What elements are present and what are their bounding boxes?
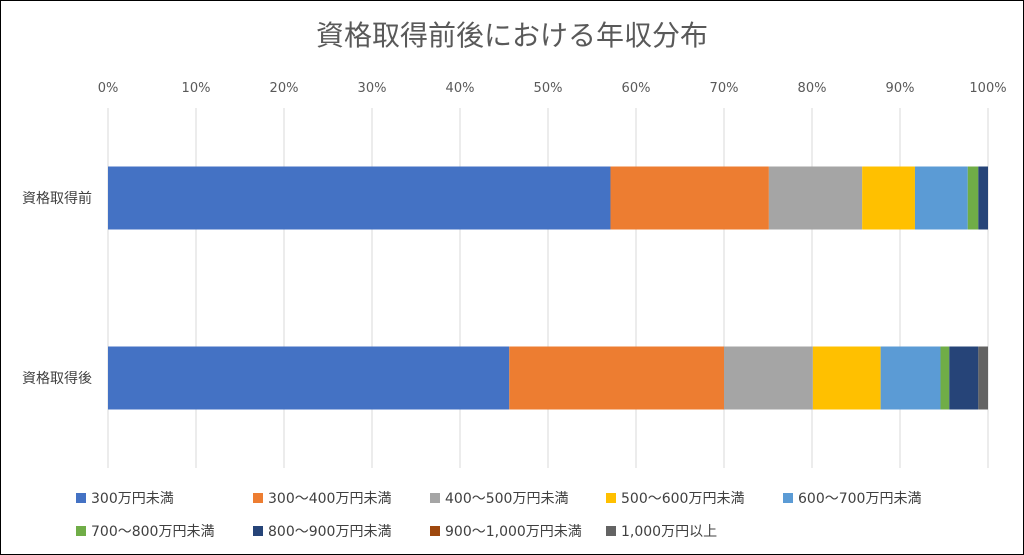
x-tick-label: 80% — [798, 81, 827, 96]
bar-segment — [724, 346, 813, 410]
bar-segment — [509, 346, 724, 410]
legend-item: 800～900万円未満 — [253, 521, 391, 541]
legend-label: 700～800万円未満 — [91, 524, 215, 540]
x-tick-label: 60% — [622, 81, 651, 96]
x-tick-label: 70% — [710, 81, 739, 96]
bar-segment — [108, 346, 510, 410]
legend-item: 300万円未満 — [76, 488, 174, 508]
bar-segment — [967, 166, 979, 230]
x-tick-label: 20% — [270, 81, 299, 96]
legend-label: 300～400万円未満 — [268, 491, 392, 507]
legend-label: 500～600万円未満 — [621, 491, 745, 507]
legend-item: 300～400万円未満 — [253, 488, 391, 508]
legend-label: 1,000万円以上 — [621, 524, 718, 540]
bar-segment — [108, 166, 611, 230]
legend-item: 500～600万円未満 — [606, 488, 744, 508]
bar-segment — [978, 346, 988, 410]
legend-swatch — [783, 493, 793, 503]
legend-item: 900～1,000万円未満 — [430, 521, 582, 541]
chart-title: 資格取得前後における年収分布 — [315, 19, 708, 52]
bar-segment — [914, 166, 968, 230]
x-tick-label: 90% — [886, 81, 915, 96]
legend-swatch — [253, 493, 263, 503]
legend-swatch — [606, 526, 616, 536]
x-tick-label: 100% — [969, 81, 1006, 96]
legend-label: 800～900万円未満 — [268, 524, 392, 540]
bar-segment — [949, 346, 979, 410]
legend-label: 900～1,000万円未満 — [445, 524, 582, 540]
x-tick-label: 10% — [182, 81, 211, 96]
legend-swatch — [76, 526, 86, 536]
x-tick-label: 40% — [446, 81, 475, 96]
bar-segment — [862, 166, 915, 230]
category-label: 資格取得前 — [22, 190, 92, 207]
x-tick-label: 30% — [358, 81, 387, 96]
x-tick-label: 0% — [98, 81, 119, 96]
legend-label: 300万円未満 — [91, 491, 174, 507]
legend-label: 600～700万円未満 — [798, 491, 922, 507]
legend-swatch — [253, 526, 263, 536]
bar-segment — [978, 166, 988, 230]
x-tick-label: 50% — [534, 81, 563, 96]
legend-swatch — [430, 493, 440, 503]
bar-segment — [880, 346, 941, 410]
legend-swatch — [606, 493, 616, 503]
bar-segment — [610, 166, 769, 230]
legend-item: 600～700万円未満 — [783, 488, 921, 508]
legend-swatch — [430, 526, 440, 536]
legend-item: 1,000万円以上 — [606, 521, 717, 541]
legend-item: 400～500万円未満 — [430, 488, 568, 508]
legend-swatch — [76, 493, 86, 503]
legend-label: 400～500万円未満 — [445, 491, 569, 507]
legend-item: 700～800万円未満 — [76, 521, 214, 541]
category-label: 資格取得後 — [22, 370, 92, 387]
bar-segment — [940, 346, 950, 410]
bar-segment — [812, 346, 881, 410]
bar-segment — [768, 166, 863, 230]
